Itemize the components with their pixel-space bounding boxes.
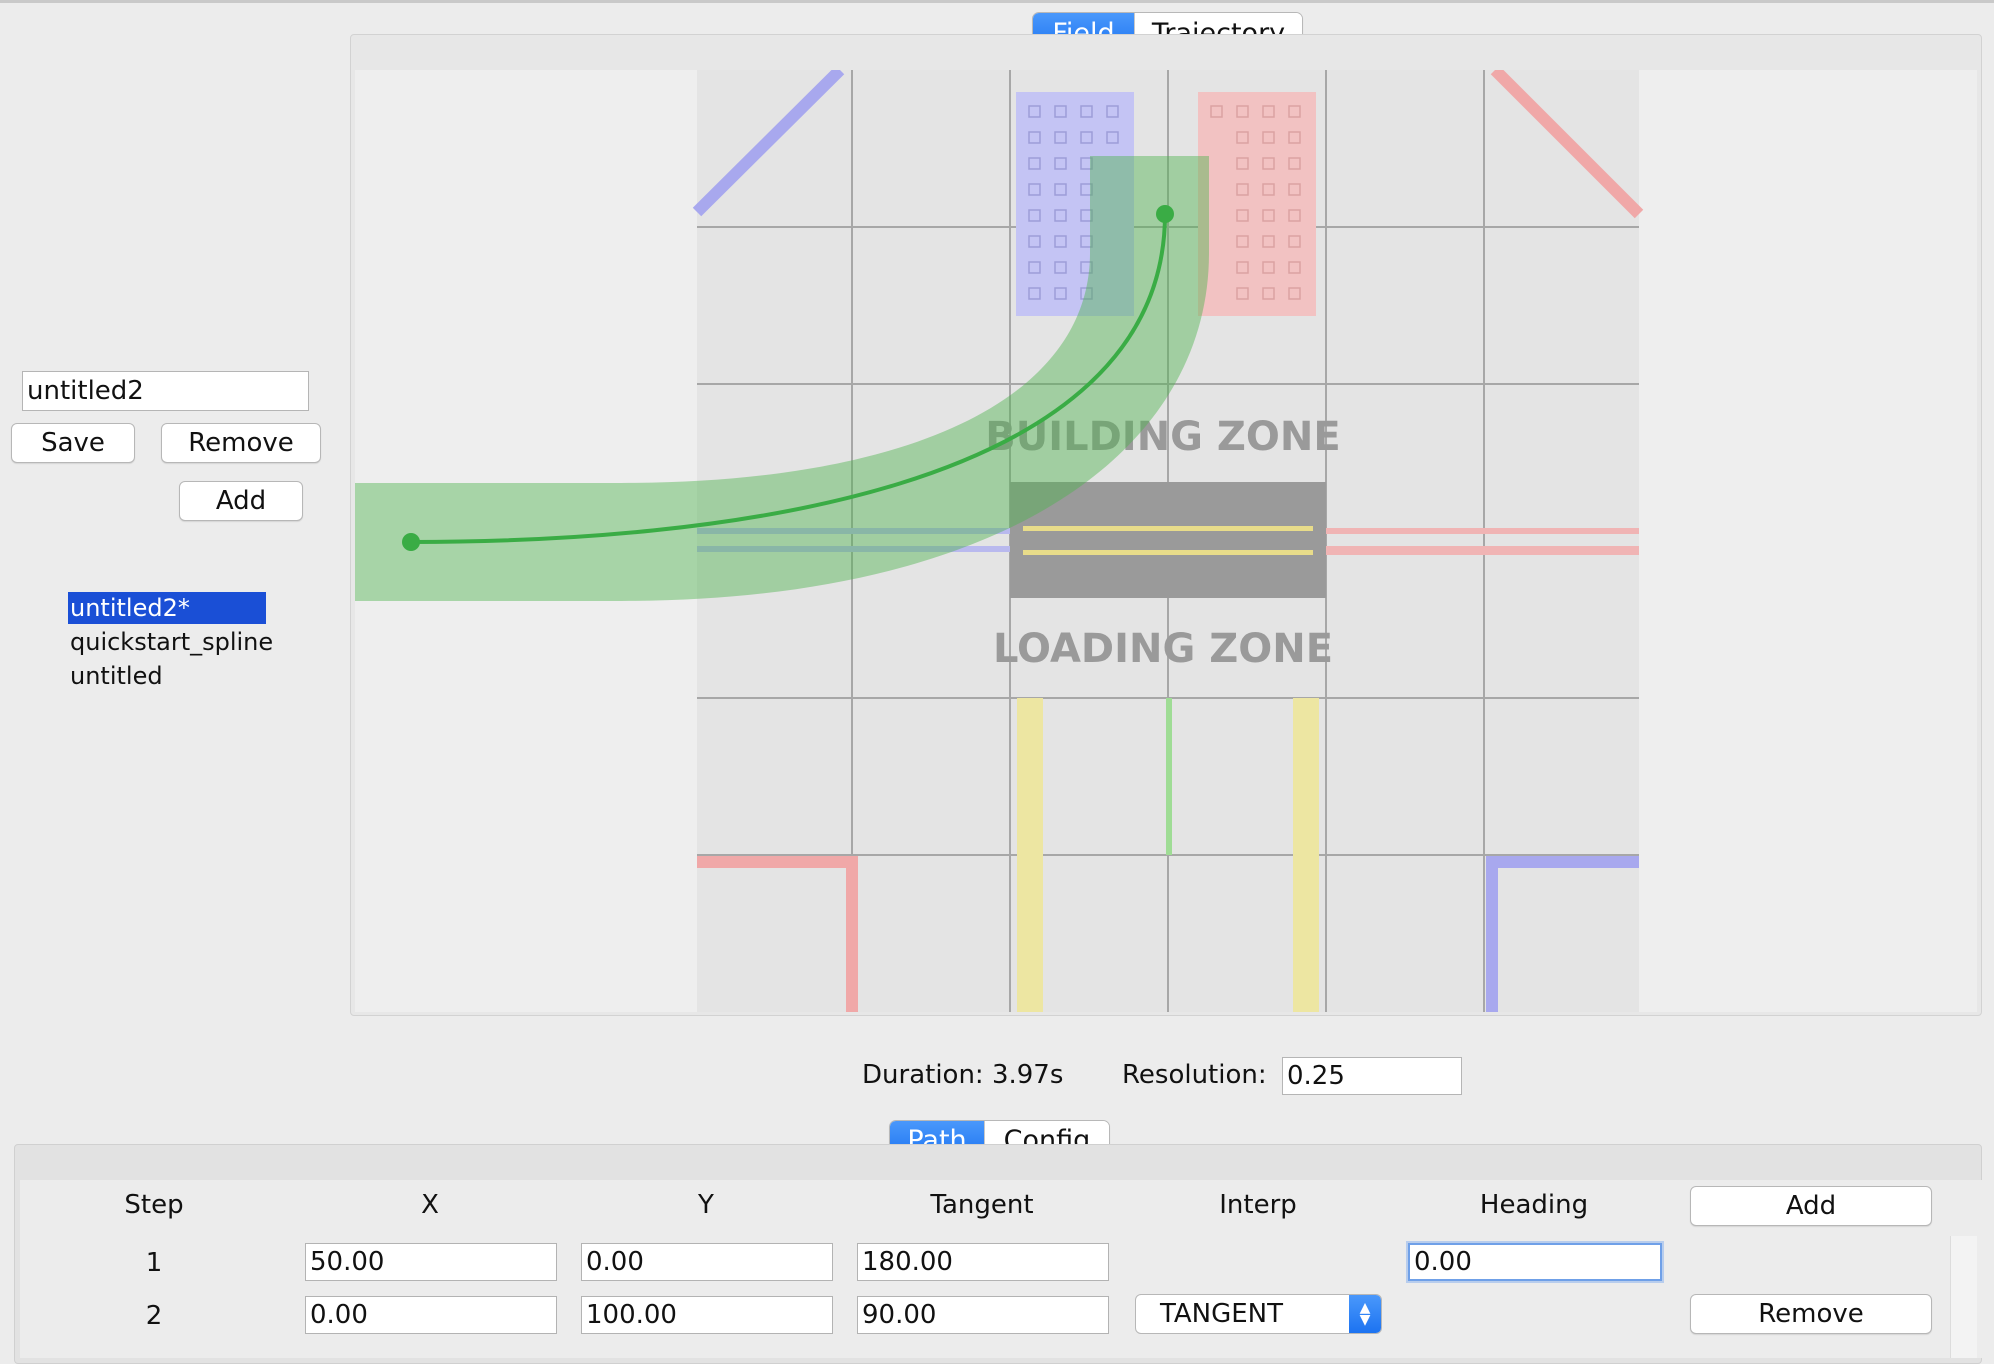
column-header-step: Step [124,1190,184,1220]
skybridge-stripe [1023,526,1313,531]
row-1-y-field[interactable]: 0.00 [581,1243,833,1281]
center-green-line [1166,698,1172,855]
skybridge [1010,482,1326,598]
path-list-item[interactable]: untitled [70,662,163,690]
column-header-interp: Interp [1219,1190,1297,1220]
waypoint-1-handle[interactable] [402,533,420,551]
blue-bridge-line [697,546,1019,552]
blue-bridge-line [697,528,1019,534]
path-name-field[interactable]: untitled2 [22,371,309,411]
column-header-tangent: Tangent [930,1190,1034,1220]
duration-label: Duration: 3.97s [862,1060,1064,1090]
row-2-y-field[interactable]: 100.00 [581,1296,833,1334]
blue-depot [1016,92,1134,316]
remove-waypoint-button[interactable]: Remove [1690,1294,1932,1334]
add-path-button[interactable]: Add [179,481,303,521]
field-canvas[interactable]: BUILDING ZONE LOADING ZONE [355,70,1977,1012]
column-header-heading: Heading [1479,1190,1589,1220]
remove-path-button[interactable]: Remove [161,423,321,463]
red-corner-line [1490,70,1644,219]
red-depot-stones [1210,105,1301,300]
window-top-border [0,0,1994,3]
add-waypoint-button[interactable]: Add [1690,1186,1932,1226]
path-list-item[interactable]: untitled2* [68,592,266,624]
select-arrows-icon: ▲ ▼ [1349,1295,1381,1333]
column-header-y: Y [698,1190,714,1220]
row-1-heading-field[interactable]: 0.00 [1408,1243,1662,1281]
duration-value: 3.97s [991,1060,1064,1090]
red-bridge-line [1316,546,1639,555]
row-1-step: 1 [145,1248,163,1278]
yellow-stone-column [1293,698,1319,1012]
red-foundation-line [697,856,858,1012]
resolution-field[interactable]: 0.25 [1282,1057,1462,1095]
robot-sweep-band [355,156,1209,601]
red-bridge-line [1316,528,1639,534]
row-1-x-field[interactable]: 50.00 [305,1243,557,1281]
field-map: BUILDING ZONE LOADING ZONE [355,70,1644,1012]
row-2-interp-select[interactable]: TANGENT ▲ ▼ [1135,1294,1382,1334]
yellow-stone-column [1017,698,1043,1012]
row-1-tangent-field[interactable]: 180.00 [857,1243,1109,1281]
loading-zone-label: LOADING ZONE [993,626,1333,672]
skybridge-stripe [1023,550,1313,555]
spline-path [410,213,1167,544]
path-list-item[interactable]: quickstart_spline [70,628,274,656]
red-depot [1198,92,1316,316]
row-2-interp-value: TANGENT [1160,1299,1284,1329]
save-button[interactable]: Save [11,423,135,463]
row-2-step: 2 [145,1301,163,1331]
blue-foundation-line [1486,856,1639,1012]
table-scrollbar[interactable] [1950,1236,1977,1358]
row-2-tangent-field[interactable]: 90.00 [857,1296,1109,1334]
resolution-label: Resolution: [1122,1060,1267,1090]
row-2-x-field[interactable]: 0.00 [305,1296,557,1334]
waypoint-2-handle[interactable] [1156,205,1174,223]
blue-corner-line [692,70,845,217]
column-header-x: X [421,1190,439,1220]
building-zone-label: BUILDING ZONE [985,414,1340,460]
blue-depot-stones [1028,105,1119,300]
